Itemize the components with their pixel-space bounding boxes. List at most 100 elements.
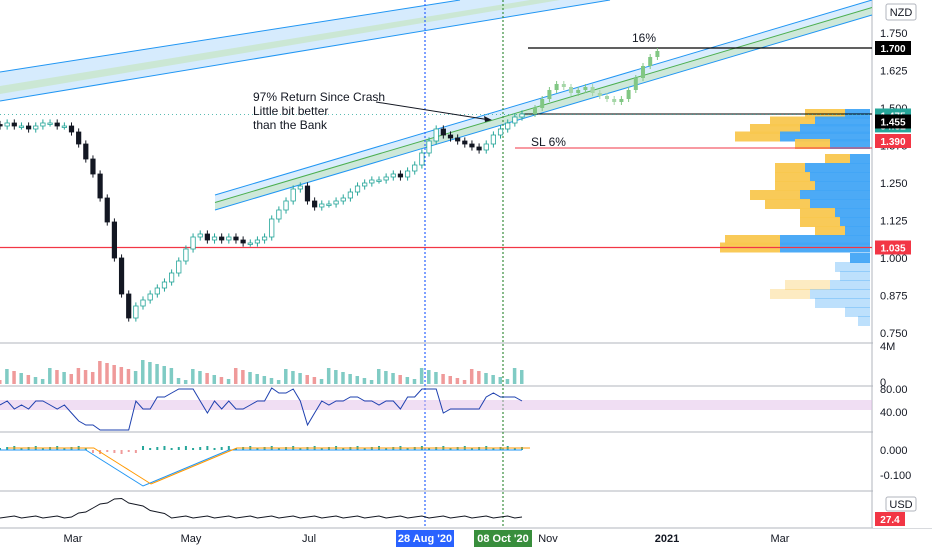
macd-histogram-bar — [220, 447, 223, 450]
volume-bar — [419, 368, 424, 384]
macd-histogram-bar — [149, 448, 152, 450]
volume-bar — [69, 374, 74, 384]
time-label-jul: Jul — [302, 533, 316, 545]
volume-bar — [126, 369, 131, 384]
volume-bar — [141, 360, 145, 384]
candle-body — [397, 173, 404, 178]
projection-body — [590, 87, 595, 93]
profile-bar-yellow — [815, 226, 845, 236]
profile-bar-yellow — [770, 116, 815, 127]
volume-bar — [119, 367, 124, 384]
macd-histogram-bar — [134, 450, 137, 453]
macd-histogram-bar — [84, 448, 87, 450]
volume-bar — [40, 379, 45, 384]
volume-bar — [176, 378, 181, 384]
profile-bar-yellow — [775, 181, 815, 191]
volume-bar — [183, 380, 188, 384]
macd-tick-neg: -0.100 — [880, 470, 911, 482]
candle-body — [197, 233, 203, 238]
macd-pane — [0, 446, 530, 487]
annotation-line-1: 97% Return Since Crash — [253, 90, 385, 104]
projection-body — [612, 99, 617, 102]
projection-body — [655, 51, 660, 57]
candle-body — [505, 122, 511, 130]
candle-body — [312, 200, 318, 208]
projection-body — [648, 57, 653, 66]
macd-histogram-bar — [163, 446, 166, 450]
price-tag-bg — [875, 240, 911, 255]
macd-histogram-bar — [513, 448, 516, 450]
projection-body — [626, 90, 631, 99]
macd-histogram-bar — [192, 448, 195, 450]
projection-body — [605, 96, 609, 99]
macd-histogram-bar — [320, 448, 323, 450]
candle-body — [90, 158, 96, 175]
macd-line — [0, 449, 522, 487]
time-axis[interactable]: Mar May Jul 28 Aug '20 08 Oct '20 Nov 20… — [64, 530, 790, 547]
candle-body — [240, 239, 246, 244]
candle-body — [497, 128, 504, 136]
macd-histogram-bar — [342, 448, 345, 450]
candle-body — [383, 176, 389, 181]
candle-body — [211, 236, 218, 241]
macd-histogram-bar — [113, 450, 116, 453]
projection-body — [561, 84, 566, 87]
candle-body — [362, 182, 368, 187]
macd-histogram-bar — [91, 450, 94, 453]
price-tick: 0.750 — [880, 328, 908, 340]
channel-lower-band — [215, 7, 872, 210]
volume-bar — [498, 377, 503, 384]
macd-histogram-bar — [106, 450, 109, 452]
candle-body — [469, 143, 475, 148]
volume-bar — [284, 369, 288, 384]
candle-body — [319, 203, 325, 208]
candle-body — [40, 122, 46, 127]
volume-bar — [376, 369, 381, 384]
candle-body — [304, 185, 311, 202]
volume-bar — [512, 368, 517, 384]
rsi-tick-80: 80.00 — [880, 384, 908, 396]
volume-bar — [312, 377, 317, 384]
candle-body — [340, 197, 346, 202]
volume-bar — [291, 371, 295, 384]
profile-bar-blue — [845, 226, 870, 236]
profile-bar-blue — [850, 253, 870, 263]
macd-histogram-bar — [206, 446, 209, 450]
candle-body — [226, 236, 232, 241]
candle-body — [33, 125, 39, 130]
candle-body — [111, 221, 118, 259]
volume-bar — [255, 374, 259, 384]
volume-bar — [491, 375, 495, 384]
candle-body — [104, 197, 110, 223]
macd-histogram-bar — [63, 448, 66, 450]
rsi-tick-40: 40.00 — [880, 407, 908, 419]
volume-bar — [269, 378, 274, 384]
candle-body — [18, 125, 25, 128]
volume-bar — [262, 376, 267, 384]
profile-bar-yellow — [800, 208, 835, 218]
price-axis[interactable]: NZD 1.7501.6251.5001.3751.2501.1251.0000… — [873, 0, 932, 528]
volume-bar — [148, 362, 152, 384]
profile-bar-blue — [858, 316, 870, 326]
volume-bar — [191, 369, 195, 384]
candle-body — [433, 128, 439, 142]
profile-bar-yellow — [785, 280, 830, 290]
volume-bar — [169, 368, 174, 384]
profile-bar-yellow — [795, 139, 830, 149]
volume-axis-tick-4m: 4M — [880, 341, 895, 353]
volume-bar — [48, 368, 52, 384]
volume-bar — [362, 378, 367, 384]
projection-body — [547, 90, 552, 99]
projection-body — [597, 93, 602, 96]
profile-bar-yellow — [825, 154, 850, 164]
candle-body — [404, 170, 411, 178]
candle-body — [11, 122, 17, 127]
volume-bar — [105, 363, 109, 384]
candle-body — [455, 137, 461, 142]
price-tag: 1.700 — [880, 44, 905, 55]
macd-histogram-bar — [492, 448, 495, 450]
volume-bar — [226, 379, 231, 384]
candle-body — [61, 125, 67, 128]
volume-bar — [484, 373, 488, 384]
